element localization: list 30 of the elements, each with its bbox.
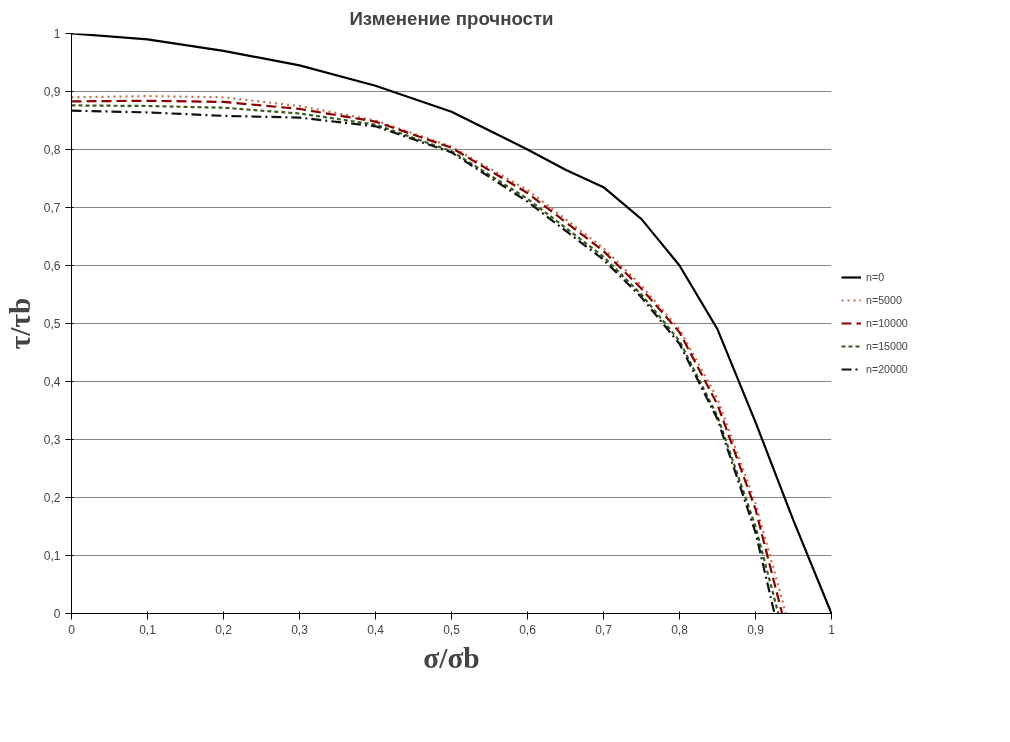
legend-label: n=20000 xyxy=(866,363,908,375)
legend-label: n=5000 xyxy=(866,294,902,306)
y-tick-label: 0,9 xyxy=(43,85,61,99)
x-tick-label: 0,5 xyxy=(443,622,461,637)
legend-label: n=15000 xyxy=(866,340,908,352)
y-tick-label: 0,4 xyxy=(43,375,61,389)
legend-label: n=10000 xyxy=(866,317,908,329)
legend-label: n=0 xyxy=(866,271,886,283)
chart-title: Изменение прочности xyxy=(349,7,554,29)
y-tick-label: 0,8 xyxy=(43,143,61,157)
x-tick-label: 0,9 xyxy=(747,622,765,637)
x-tick-label: 0,4 xyxy=(367,622,385,637)
y-tick-label: 0,1 xyxy=(43,549,61,563)
y-tick-label: 1 xyxy=(53,27,61,41)
x-tick-label: 1 xyxy=(828,622,836,637)
y-tick-label: 0,3 xyxy=(43,433,61,447)
x-tick-label: 0,6 xyxy=(519,622,537,637)
x-tick-label: 0 xyxy=(68,622,76,637)
y-tick-label: 0,5 xyxy=(43,317,61,331)
y-tick-label: 0,6 xyxy=(43,259,61,273)
x-tick-label: 0,2 xyxy=(215,622,233,637)
y-tick-label: 0,7 xyxy=(43,201,61,215)
x-tick-label: 0,3 xyxy=(291,622,309,637)
y-tick-label: 0 xyxy=(53,607,61,621)
x-tick-label: 0,7 xyxy=(595,622,613,637)
y-axis-title: τ/τb xyxy=(3,297,36,350)
x-tick-label: 0,1 xyxy=(139,622,157,637)
x-axis-title: σ/σb xyxy=(423,641,480,674)
x-tick-label: 0,8 xyxy=(671,622,689,637)
y-tick-label: 0,2 xyxy=(43,491,61,505)
